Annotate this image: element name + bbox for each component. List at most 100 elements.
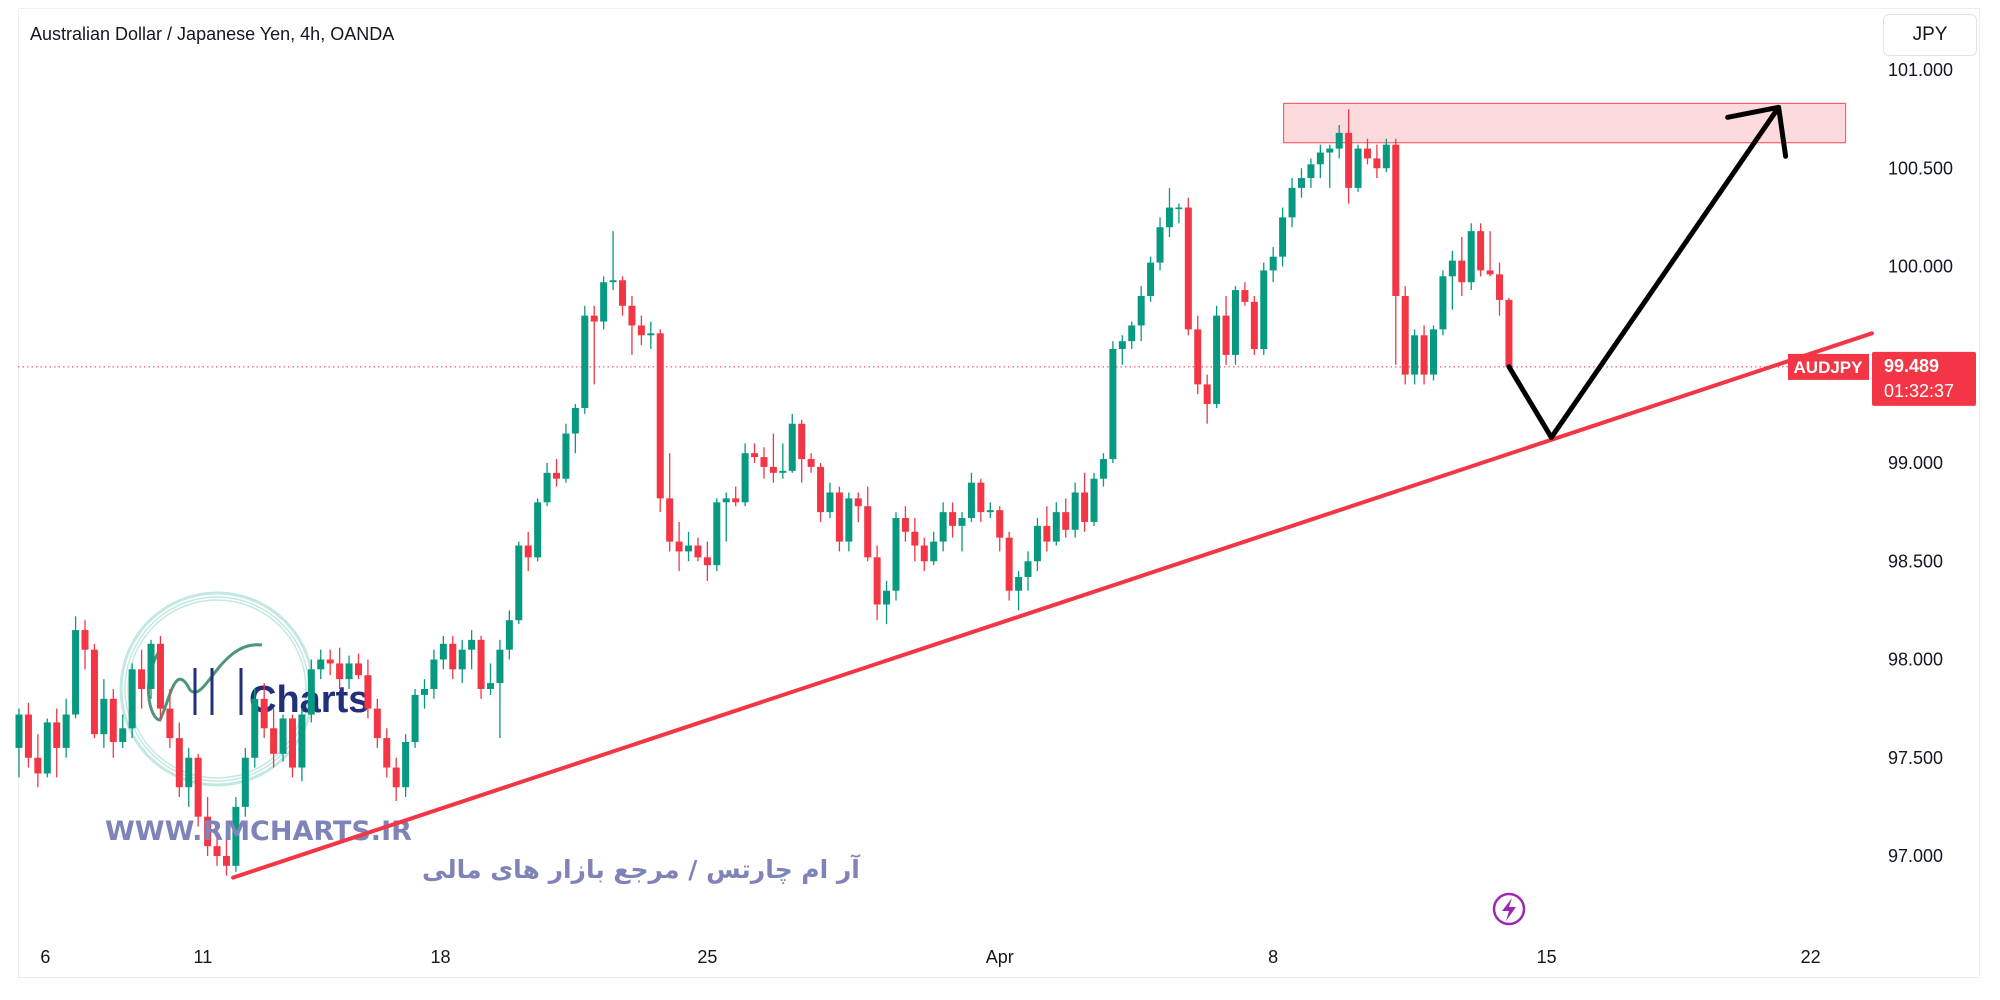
candle — [1118, 335, 1126, 365]
candle — [835, 486, 843, 552]
candle-body — [694, 545, 702, 558]
candle — [1345, 109, 1353, 204]
candle-body — [713, 502, 721, 566]
candle — [1184, 197, 1192, 336]
candle — [722, 492, 730, 542]
candle-body — [1411, 335, 1419, 375]
candle-body — [487, 683, 494, 689]
candle-body — [741, 453, 749, 503]
candle — [298, 708, 306, 782]
time-axis-label: 15 — [1537, 947, 1557, 967]
candle-body — [760, 457, 768, 467]
candle — [515, 541, 523, 625]
price-axis-label: 100.000 — [1888, 257, 1953, 277]
candle-body — [1392, 144, 1400, 296]
candle — [986, 502, 994, 519]
lightning-icon-bolt — [1502, 898, 1516, 921]
candle-body — [817, 466, 825, 513]
candle — [1326, 144, 1334, 188]
candle — [383, 728, 391, 778]
candle-body — [1222, 315, 1230, 355]
price-tag-countdown: 01:32:37 — [1884, 381, 1954, 401]
candle — [1279, 207, 1287, 267]
candle — [1477, 223, 1485, 277]
candle — [628, 295, 636, 355]
candle-body — [1316, 152, 1324, 165]
candle — [1156, 217, 1164, 271]
time-axis-label: 18 — [431, 947, 451, 967]
candle — [1392, 138, 1400, 365]
candle — [326, 649, 334, 676]
candle — [817, 463, 825, 522]
candle-body — [1373, 158, 1381, 169]
candle — [741, 443, 749, 507]
candle — [373, 698, 381, 748]
candle — [1165, 187, 1173, 238]
candle — [194, 753, 202, 827]
candle — [411, 688, 419, 748]
candle-body — [166, 708, 174, 739]
candle — [1071, 482, 1079, 538]
candle — [1288, 178, 1296, 228]
price-axis-label: 99.000 — [1888, 453, 1943, 473]
time-axis-label: 6 — [40, 947, 50, 967]
time-axis-label: Apr — [986, 947, 1014, 967]
candle-body — [1363, 148, 1371, 159]
candle-body — [1477, 231, 1485, 271]
candle — [1430, 325, 1437, 381]
candle — [109, 688, 117, 758]
candle — [911, 518, 919, 562]
candle-body — [213, 846, 221, 856]
candle — [392, 757, 400, 801]
candle — [1081, 472, 1089, 532]
candle — [977, 478, 985, 522]
candle-body — [1184, 207, 1192, 330]
currency-button[interactable]: JPY — [1883, 14, 1977, 56]
candle-body — [675, 541, 683, 552]
candle-body — [279, 718, 287, 754]
candle-body — [477, 639, 485, 689]
candle — [317, 649, 325, 680]
candle-body — [1052, 512, 1060, 542]
candle — [949, 502, 957, 538]
candle-body — [600, 282, 608, 322]
watermark-url: WWW.RMCHARTS.IR — [105, 816, 412, 847]
candle-body — [581, 315, 589, 408]
candle-body — [1109, 349, 1117, 460]
candle — [553, 459, 561, 487]
candle-body — [373, 708, 381, 739]
candle-body — [977, 482, 985, 513]
candle-body — [958, 518, 966, 526]
candle-body — [1175, 207, 1183, 210]
lightning-icon[interactable] — [1492, 892, 1526, 926]
candle — [637, 315, 645, 346]
candle — [1373, 144, 1381, 179]
candle — [62, 698, 70, 758]
candle-body — [1430, 329, 1437, 375]
candle-body — [1326, 148, 1334, 153]
candle-body — [1467, 231, 1475, 283]
candle — [1439, 270, 1447, 336]
candle — [892, 512, 900, 601]
candle — [439, 635, 447, 670]
candle-body — [1486, 270, 1494, 275]
candle — [1203, 374, 1211, 424]
trendline — [231, 331, 1874, 880]
candle — [958, 512, 966, 552]
candle — [336, 647, 344, 689]
candle-body — [1505, 299, 1513, 367]
candle-body — [1279, 217, 1287, 257]
candle-body — [1345, 132, 1353, 188]
candle-body — [458, 649, 466, 670]
candle-body — [779, 470, 787, 473]
candle-body — [656, 333, 664, 499]
candle-body — [15, 714, 23, 748]
candle — [609, 231, 617, 291]
candle — [562, 423, 570, 483]
candle-body — [1260, 270, 1268, 350]
candle — [1382, 138, 1390, 173]
candle-body — [288, 718, 296, 768]
candle-body — [571, 407, 579, 434]
candle-body — [194, 757, 202, 817]
